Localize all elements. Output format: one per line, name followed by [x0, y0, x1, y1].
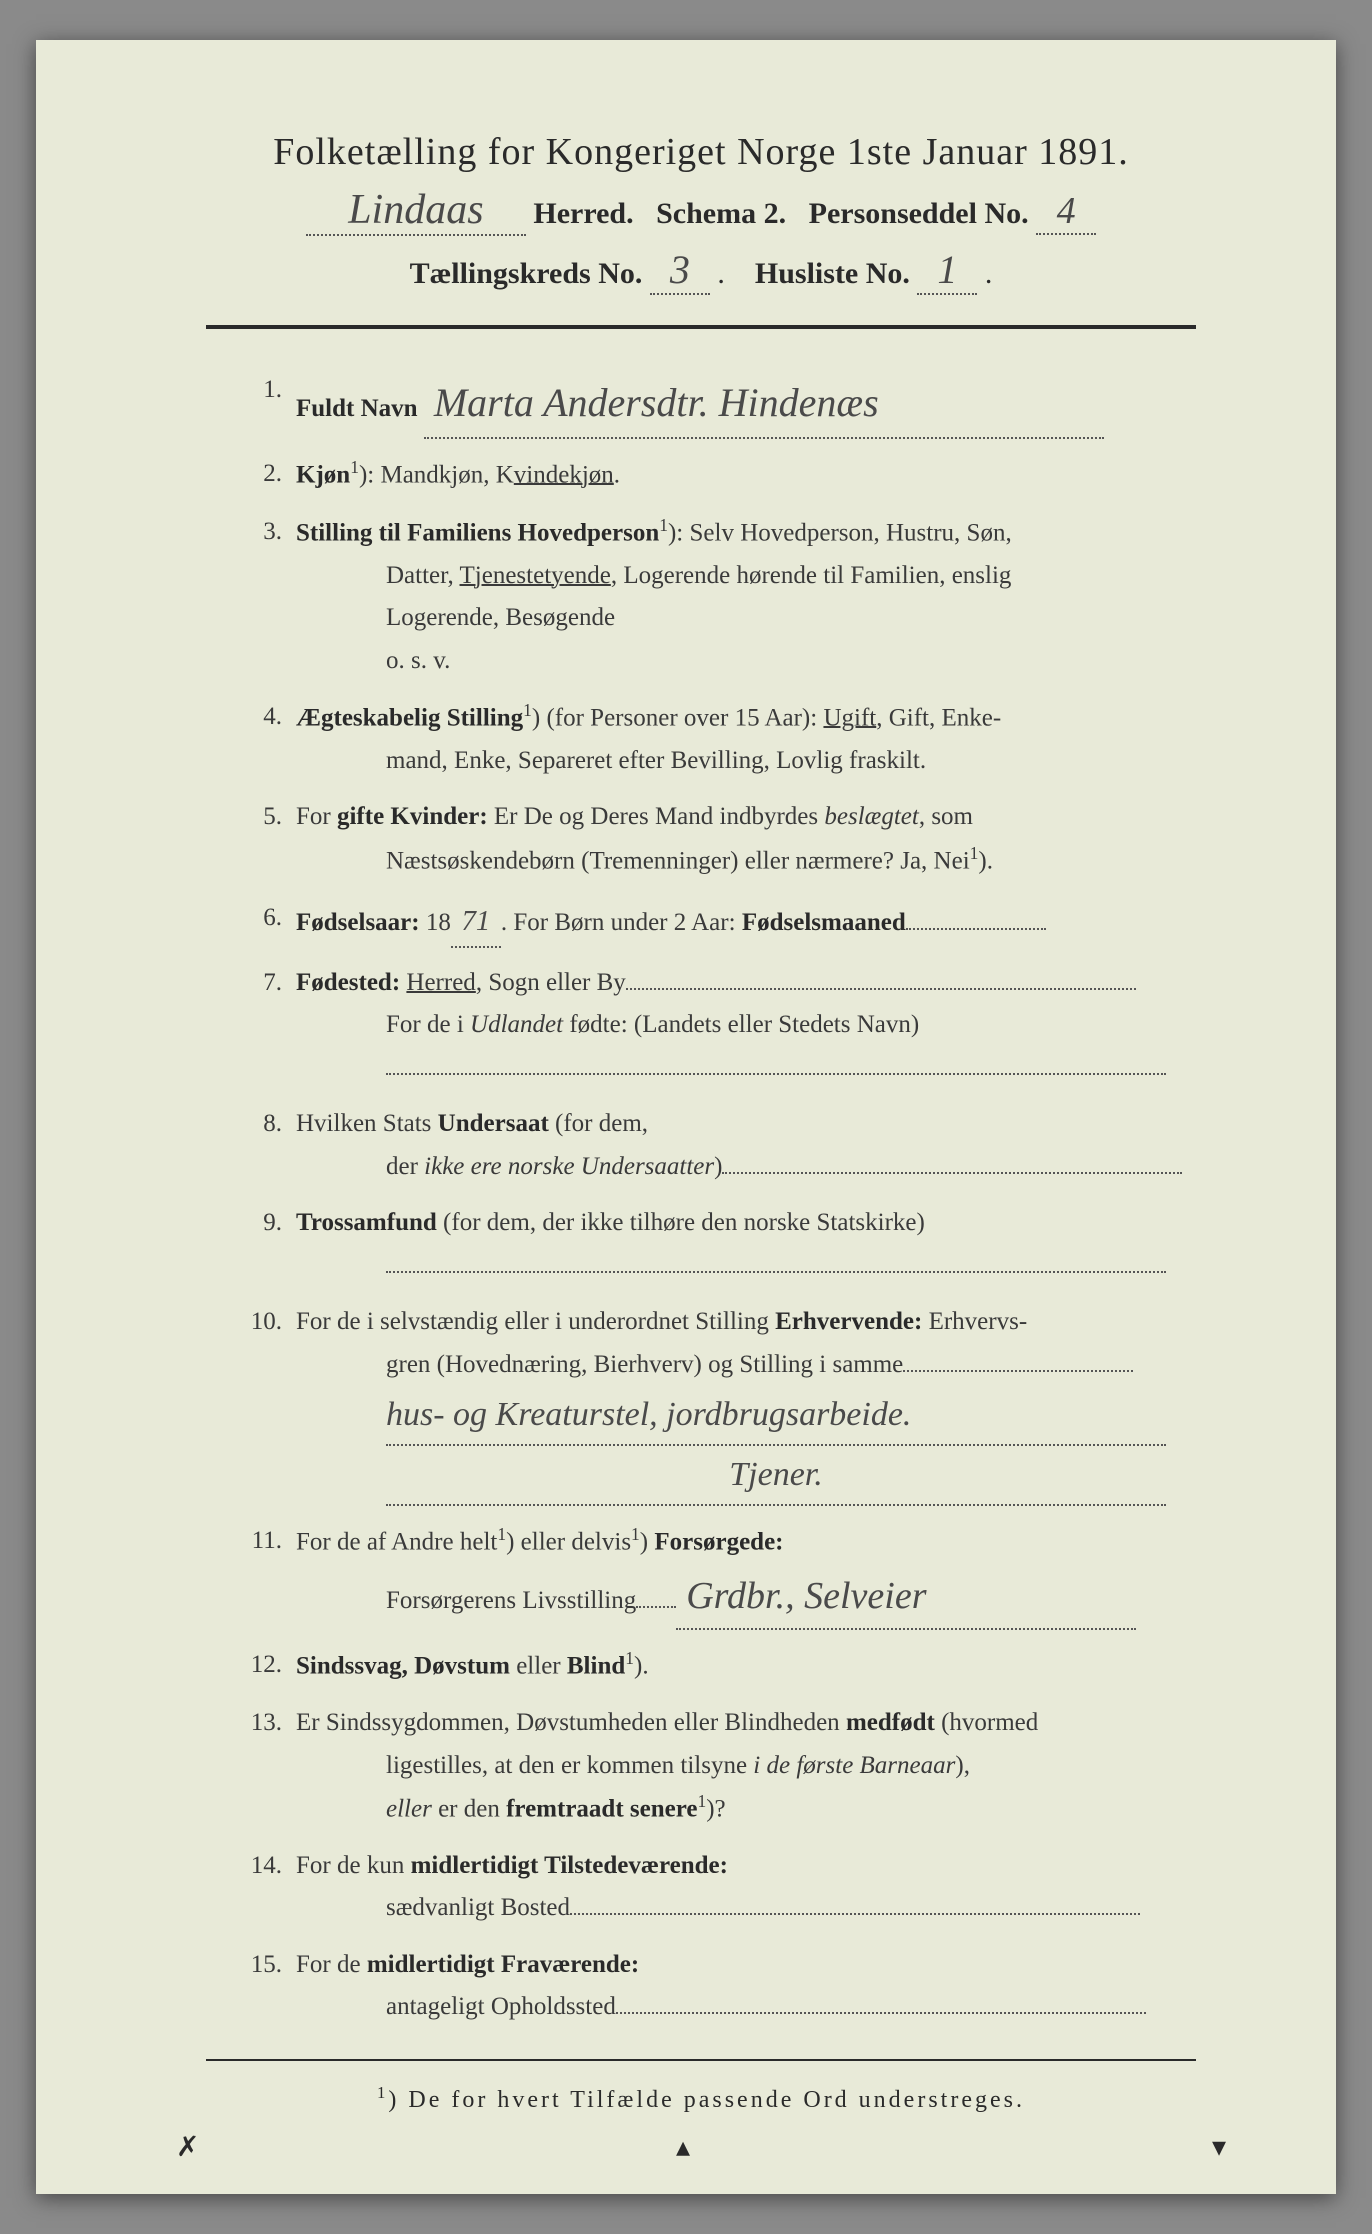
- aegteskab-label: Ægteskabelig Stilling: [296, 704, 523, 731]
- fravaerende-label: midlertidigt Fraværende:: [367, 1951, 639, 1978]
- item-11: 11. For de af Andre helt1) eller delvis1…: [246, 1520, 1196, 1630]
- form-header: Folketælling for Kongeriget Norge 1ste J…: [176, 130, 1226, 295]
- personseddel-no: 4: [1036, 189, 1096, 235]
- form-title: Folketælling for Kongeriget Norge 1ste J…: [176, 130, 1226, 174]
- item-15: 15. For de midlertidigt Fraværende: anta…: [246, 1944, 1196, 2029]
- sindssvag-label: Sindssvag, Døvstum: [296, 1653, 510, 1680]
- item-8-content: Hvilken Stats Undersaat (for dem, der ik…: [296, 1103, 1196, 1188]
- item-9-content: Trossamfund (for dem, der ikke tilhøre d…: [296, 1202, 1196, 1287]
- pin-mark-center: ▴: [676, 2130, 690, 2164]
- footnote: 1) De for hvert Tilfælde passende Ord un…: [176, 2083, 1226, 2114]
- item-9-num: 9.: [246, 1202, 296, 1287]
- item-14-content: For de kun midlertidigt Tilstedeværende:…: [296, 1845, 1196, 1930]
- item-12: 12. Sindssvag, Døvstum eller Blind1).: [246, 1644, 1196, 1688]
- medfodt-label: medfødt: [846, 1709, 935, 1736]
- erhvervende-label: Erhvervende:: [775, 1308, 922, 1335]
- item-10: 10. For de i selvstændig eller i underor…: [246, 1301, 1196, 1506]
- item-12-content: Sindssvag, Døvstum eller Blind1).: [296, 1644, 1196, 1688]
- item-7-content: Fødested: Herred, Sogn eller By For de i…: [296, 962, 1196, 1090]
- tjenestetyende-underlined: Tjenestetyende: [460, 562, 611, 589]
- item-15-num: 15.: [246, 1944, 296, 2029]
- item-7-num: 7.: [246, 962, 296, 1090]
- form-body: 1. Fuldt Navn Marta Andersdtr. Hindenæs …: [176, 369, 1226, 2029]
- item-5: 5. For gifte Kvinder: Er De og Deres Man…: [246, 796, 1196, 882]
- kjon-label: Kjøn: [296, 461, 350, 488]
- tilstedevaerende-label: midlertidigt Tilstedeværende:: [411, 1852, 728, 1879]
- kreds-no: 3: [650, 246, 710, 295]
- item-7: 7. Fødested: Herred, Sogn eller By For d…: [246, 962, 1196, 1090]
- fodested-label: Fødested:: [296, 969, 400, 996]
- item-4-content: Ægteskabelig Stilling1) (for Personer ov…: [296, 696, 1196, 782]
- item-8: 8. Hvilken Stats Undersaat (for dem, der…: [246, 1103, 1196, 1188]
- header-line-2: Lindaas Herred. Schema 2. Personseddel N…: [176, 186, 1226, 236]
- husliste-label: Husliste No.: [755, 257, 910, 290]
- fremtraadt-label: fremtraadt senere: [506, 1795, 697, 1822]
- occupation-hand-2: Tjener.: [386, 1446, 1166, 1506]
- blind-label: Blind: [567, 1653, 625, 1680]
- provider-hand: Grdbr., Selveier: [676, 1564, 1136, 1631]
- fuldt-navn-label: Fuldt Navn: [296, 395, 418, 422]
- item-2-num: 2.: [246, 453, 296, 497]
- herred-underlined: Herred: [406, 969, 475, 996]
- item-6: 6. Fødselsaar: 1871. For Børn under 2 Aa…: [246, 897, 1196, 948]
- census-form-page: Folketælling for Kongeriget Norge 1ste J…: [36, 40, 1336, 2194]
- item-13-content: Er Sindssygdommen, Døvstumheden eller Bl…: [296, 1702, 1196, 1831]
- item-6-content: Fødselsaar: 1871. For Børn under 2 Aar: …: [296, 897, 1196, 948]
- item-5-content: For gifte Kvinder: Er De og Deres Mand i…: [296, 796, 1196, 882]
- item-14: 14. For de kun midlertidigt Tilstedevære…: [246, 1845, 1196, 1930]
- occupation-hand-1: hus- og Kreaturstel, jordbrugsarbeide.: [386, 1386, 1166, 1446]
- item-9: 9. Trossamfund (for dem, der ikke tilhør…: [246, 1202, 1196, 1287]
- item-13-num: 13.: [246, 1702, 296, 1831]
- item-10-content: For de i selvstændig eller i underordnet…: [296, 1301, 1196, 1506]
- herred-handwritten: Lindaas: [306, 186, 526, 236]
- item-6-num: 6.: [246, 897, 296, 948]
- item-10-num: 10.: [246, 1301, 296, 1506]
- trossamfund-label: Trossamfund: [296, 1209, 437, 1236]
- item-1: 1. Fuldt Navn Marta Andersdtr. Hindenæs: [246, 369, 1196, 439]
- item-14-num: 14.: [246, 1845, 296, 1930]
- gifte-kvinder-label: gifte Kvinder:: [337, 803, 488, 830]
- husliste-no: 1: [917, 246, 977, 295]
- stilling-label: Stilling til Familiens Hovedperson: [296, 519, 659, 546]
- birth-year-hand: 71: [451, 897, 501, 948]
- item-1-content: Fuldt Navn Marta Andersdtr. Hindenæs: [296, 369, 1196, 439]
- pin-mark-right: ▾: [1212, 2130, 1226, 2164]
- item-3-num: 3.: [246, 511, 296, 682]
- personseddel-label: Personseddel No.: [809, 197, 1029, 230]
- kreds-label: Tællingskreds No.: [410, 257, 643, 290]
- fodselsaar-label: Fødselsaar:: [296, 909, 420, 936]
- herred-label: Herred.: [533, 197, 633, 230]
- item-5-num: 5.: [246, 796, 296, 882]
- full-name-value: Marta Andersdtr. Hindenæs: [424, 369, 1104, 439]
- item-15-content: For de midlertidigt Fraværende: antageli…: [296, 1944, 1196, 2029]
- footer-divider: [206, 2059, 1196, 2061]
- item-12-num: 12.: [246, 1644, 296, 1688]
- ugift-underlined: Ugift: [823, 704, 876, 731]
- item-8-num: 8.: [246, 1103, 296, 1188]
- item-4: 4. Ægteskabelig Stilling1) (for Personer…: [246, 696, 1196, 782]
- kvindekjon-underlined: vindekjøn: [514, 461, 614, 488]
- pin-mark-left: ✗: [176, 2130, 199, 2164]
- item-2-content: Kjøn1): Mandkjøn, Kvindekjøn.: [296, 453, 1196, 497]
- schema-label: Schema 2.: [656, 197, 786, 230]
- undersaat-label: Undersaat: [438, 1110, 549, 1137]
- item-3: 3. Stilling til Familiens Hovedperson1):…: [246, 511, 1196, 682]
- item-11-num: 11.: [246, 1520, 296, 1630]
- fodselsmaaned-label: Fødselsmaaned: [742, 909, 906, 936]
- forsorgede-label: Forsørgede:: [654, 1528, 783, 1555]
- item-11-content: For de af Andre helt1) eller delvis1) Fo…: [296, 1520, 1196, 1630]
- header-divider: [206, 325, 1196, 329]
- item-4-num: 4.: [246, 696, 296, 782]
- header-line-3: Tællingskreds No. 3 . Husliste No. 1 .: [176, 246, 1226, 295]
- item-13: 13. Er Sindssygdommen, Døvstumheden elle…: [246, 1702, 1196, 1831]
- item-1-num: 1.: [246, 369, 296, 439]
- item-2: 2. Kjøn1): Mandkjøn, Kvindekjøn.: [246, 453, 1196, 497]
- item-3-content: Stilling til Familiens Hovedperson1): Se…: [296, 511, 1196, 682]
